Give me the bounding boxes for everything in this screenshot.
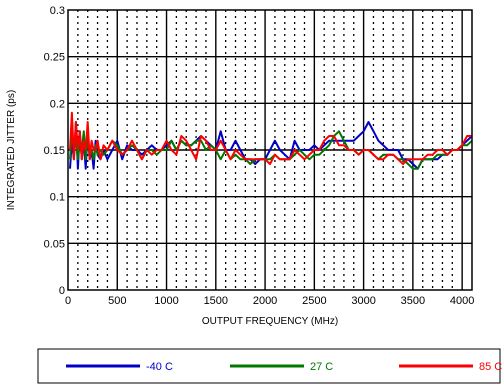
x-tick-label: 2500: [302, 295, 326, 307]
x-tick-label: 2000: [253, 295, 277, 307]
y-tick-label: 0.25: [44, 52, 65, 64]
legend-label: 85 C: [479, 361, 502, 373]
y-axis-label: INTEGRATED JITTER (ps): [6, 90, 17, 210]
series-line: [69, 111, 472, 165]
x-tick-label: 3500: [401, 295, 425, 307]
x-tick-label: 4000: [450, 295, 474, 307]
y-tick-label: 0.1: [50, 192, 65, 204]
y-tick-label: 0.15: [44, 145, 65, 157]
x-tick-label: 500: [108, 295, 126, 307]
y-tick-labels: 0 0.05 0.1 0.15 0.2 0.25 0.3: [44, 5, 65, 297]
y-tick-label: 0: [59, 285, 65, 297]
legend: -40 C 27 C 85 C: [37, 348, 502, 384]
y-tick-label: 0.3: [50, 5, 65, 17]
x-tick-label: 1000: [154, 295, 178, 307]
plot-frame: [67, 9, 473, 291]
series-lines: [69, 111, 473, 170]
x-axis-label: OUTPUT FREQUENCY (MHz): [202, 316, 338, 327]
plot-area: [67, 9, 473, 291]
legend-label: -40 C: [146, 361, 173, 373]
y-tick-label: 0.2: [50, 98, 65, 110]
x-tick-label: 3000: [351, 295, 375, 307]
y-tick-label: 0.05: [44, 238, 65, 250]
x-tick-labels: 0 500 1000 1500 2000 2500 3000 3500 4000: [65, 295, 474, 307]
legend-label: 27 C: [310, 361, 333, 373]
x-tick-label: 1500: [204, 295, 228, 307]
x-tick-label: 0: [65, 295, 71, 307]
